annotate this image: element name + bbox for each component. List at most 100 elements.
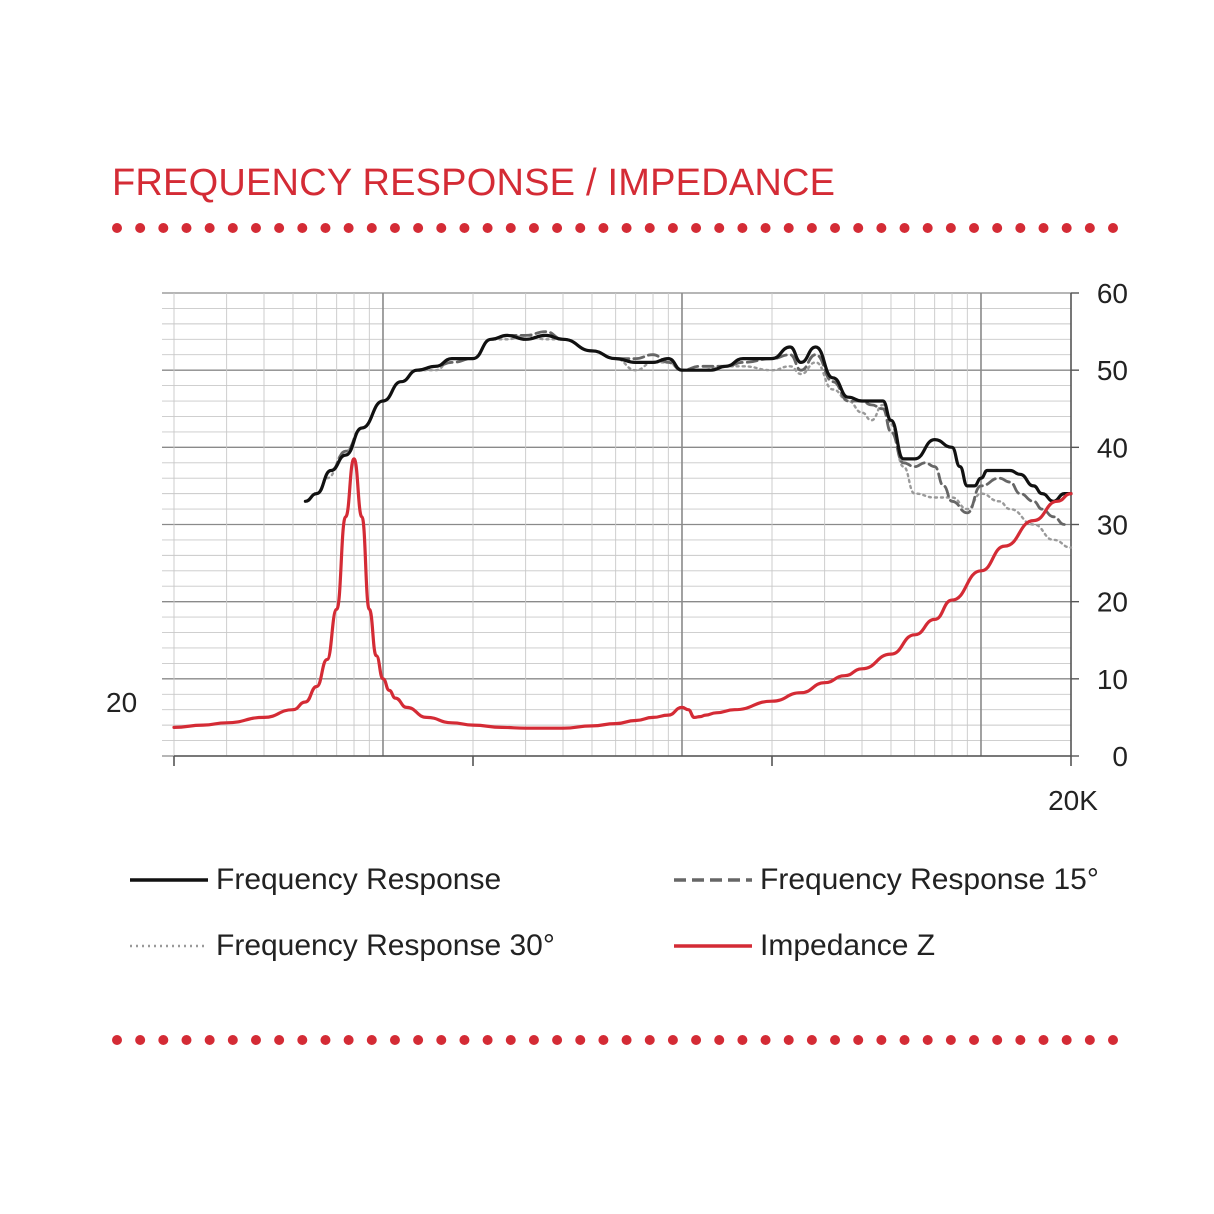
- legend-item-impedance: Impedance Z: [674, 926, 935, 966]
- legend-item-frequency-response-30: Frequency Response 30°: [130, 926, 555, 966]
- y-tick-label: 10: [1097, 664, 1128, 695]
- divider-dot: [621, 1035, 632, 1045]
- divider-dot: [876, 1035, 887, 1045]
- divider-dot: [227, 223, 238, 233]
- divider-dot: [389, 1035, 400, 1045]
- divider-dot: [598, 1035, 609, 1045]
- divider-dot: [621, 223, 632, 233]
- divider-dot: [459, 1035, 470, 1045]
- divider-dot: [436, 223, 447, 233]
- divider-dot: [135, 223, 146, 233]
- divider-dot: [969, 223, 980, 233]
- divider-dot: [714, 1035, 725, 1045]
- chart-grid: [162, 292, 1079, 766]
- divider-dot: [528, 1035, 539, 1045]
- divider-dot: [181, 223, 192, 233]
- divider-dot: [1015, 1035, 1026, 1045]
- chart-title: FREQUENCY RESPONSE / IMPEDANCE: [112, 162, 836, 204]
- divider-dot: [250, 223, 261, 233]
- divider-dot: [413, 223, 424, 233]
- divider-dot: [436, 1035, 447, 1045]
- divider-dot: [830, 1035, 841, 1045]
- divider-dot: [274, 1035, 285, 1045]
- y-tick-label: 40: [1097, 432, 1128, 463]
- legend-label: Impedance Z: [760, 929, 936, 962]
- dotted-divider-top: [112, 223, 1118, 233]
- legend-swatch-dashed-gray: [674, 878, 752, 882]
- divider-dot: [227, 1035, 238, 1045]
- divider-dot: [667, 223, 678, 233]
- x-tick-label-start: 20: [106, 687, 137, 718]
- divider-dot: [505, 1035, 516, 1045]
- divider-dot: [783, 1035, 794, 1045]
- series-impedance: [172, 457, 1073, 730]
- y-tick-label: 0: [1112, 741, 1128, 772]
- divider-dot: [112, 223, 122, 233]
- legend-item-frequency-response-15: Frequency Response 15°: [674, 860, 1099, 900]
- divider-dot: [320, 1035, 331, 1045]
- series-frequency-response: [303, 333, 1073, 503]
- divider-dot: [389, 223, 400, 233]
- divider-dot: [158, 1035, 169, 1045]
- divider-dot: [413, 1035, 424, 1045]
- divider-dot: [366, 1035, 377, 1045]
- divider-dot: [992, 1035, 1003, 1045]
- y-tick-label: 30: [1097, 510, 1128, 541]
- divider-dot: [853, 1035, 864, 1045]
- divider-dot: [575, 1035, 586, 1045]
- divider-dot: [922, 223, 933, 233]
- y-tick-label: 50: [1097, 355, 1128, 386]
- divider-dot: [181, 1035, 192, 1045]
- legend-swatch-solid-black: [130, 878, 208, 882]
- divider-dot: [1038, 223, 1049, 233]
- divider-dot: [204, 223, 215, 233]
- divider-dot: [297, 1035, 308, 1045]
- divider-dot: [112, 1035, 122, 1045]
- divider-dot: [899, 1035, 910, 1045]
- divider-dot: [1038, 1035, 1049, 1045]
- divider-dot: [1061, 223, 1072, 233]
- legend-swatch-dotted-gray: [130, 944, 208, 948]
- divider-dot: [459, 223, 470, 233]
- divider-dot: [528, 223, 539, 233]
- divider-dot: [806, 223, 817, 233]
- divider-dot: [853, 223, 864, 233]
- divider-dot: [1084, 1035, 1095, 1045]
- divider-dot: [158, 223, 169, 233]
- dotted-divider-bottom: [112, 1035, 1118, 1045]
- divider-dot: [737, 223, 748, 233]
- y-tick-label: 60: [1097, 278, 1128, 309]
- legend-label: Frequency Response 30°: [216, 929, 555, 962]
- divider-dot: [1061, 1035, 1072, 1045]
- divider-dot: [691, 1035, 702, 1045]
- divider-dot: [969, 1035, 980, 1045]
- divider-dot: [552, 223, 563, 233]
- divider-dot: [691, 223, 702, 233]
- divider-dot: [343, 1035, 354, 1045]
- divider-dot: [250, 1035, 261, 1045]
- divider-dot: [760, 223, 771, 233]
- chart-series: [172, 330, 1073, 730]
- divider-dot: [274, 223, 285, 233]
- divider-dot: [482, 1035, 493, 1045]
- divider-dot: [505, 223, 516, 233]
- divider-dot: [644, 1035, 655, 1045]
- divider-dot: [876, 223, 887, 233]
- divider-dot: [992, 223, 1003, 233]
- divider-dot: [135, 1035, 146, 1045]
- chart-tick-labels: 0 10 20 30 40 50 60 20 20K: [106, 278, 1128, 816]
- divider-dot: [552, 1035, 563, 1045]
- divider-dot: [320, 223, 331, 233]
- divider-dot: [598, 223, 609, 233]
- divider-dot: [922, 1035, 933, 1045]
- divider-dot: [806, 1035, 817, 1045]
- legend-item-frequency-response: Frequency Response: [130, 860, 501, 900]
- divider-dot: [343, 223, 354, 233]
- divider-dot: [945, 223, 956, 233]
- divider-dot: [204, 1035, 215, 1045]
- y-tick-label: 20: [1097, 587, 1128, 618]
- divider-dot: [644, 223, 655, 233]
- divider-dot: [297, 223, 308, 233]
- divider-dot: [1084, 223, 1095, 233]
